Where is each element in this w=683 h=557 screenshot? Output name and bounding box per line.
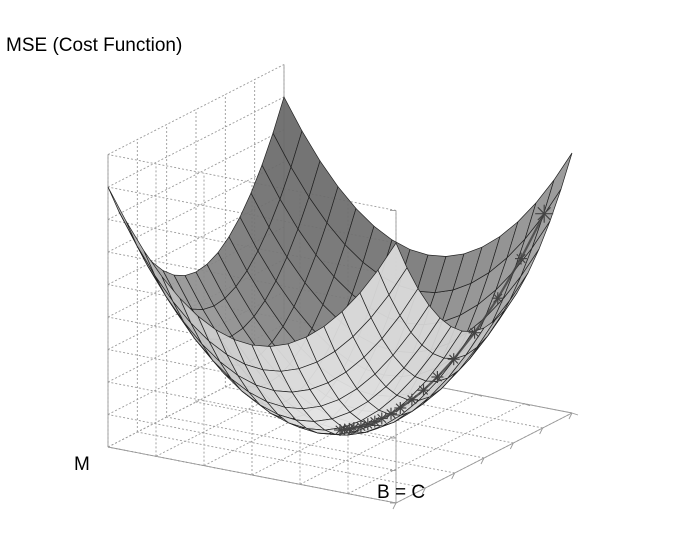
cost-surface: [107, 96, 573, 436]
descent-point: [405, 393, 418, 406]
descent-point: [417, 384, 430, 397]
star-stroke: [395, 403, 405, 413]
gradient-descent-path: [334, 204, 554, 436]
x-axis-label: B = C: [377, 482, 425, 503]
tick-mark: [539, 427, 544, 435]
star-stroke: [516, 253, 526, 264]
descent-point: [468, 326, 481, 339]
tick-mark: [568, 412, 573, 420]
grid-line: [195, 401, 485, 459]
tick-mark: [475, 393, 483, 397]
star-stroke: [386, 409, 396, 419]
grid-line: [107, 161, 285, 253]
tick-mark: [392, 502, 397, 510]
tick-mark: [523, 403, 531, 407]
tick-mark: [509, 442, 514, 450]
axis-line: [107, 446, 397, 504]
descent-point: [354, 420, 367, 433]
grid-line: [107, 129, 285, 220]
descent-point: [447, 353, 460, 366]
descent-point: [535, 204, 554, 223]
star-stroke: [363, 419, 373, 429]
descent-point: [394, 402, 407, 414]
y-axis-label: M: [74, 454, 90, 475]
z-axis-label: MSE (Cost Function): [6, 35, 182, 56]
tick-mark: [451, 472, 456, 480]
star-stroke: [407, 395, 417, 405]
star-stroke: [469, 328, 480, 338]
descent-point: [431, 371, 444, 383]
star-stroke: [537, 206, 551, 221]
descent-point: [491, 292, 504, 305]
surface-patch: [542, 152, 573, 217]
star-stroke: [449, 354, 459, 364]
tick-mark: [480, 457, 485, 465]
descent-point: [385, 407, 397, 420]
star-stroke: [493, 293, 503, 303]
tick-mark: [571, 412, 579, 416]
star-stroke: [356, 421, 366, 432]
descent-point: [515, 252, 527, 265]
tick-mark: [421, 487, 426, 495]
descent-point: [334, 424, 346, 436]
star-stroke: [432, 372, 443, 382]
star-stroke: [418, 385, 429, 395]
star-stroke: [335, 425, 345, 435]
